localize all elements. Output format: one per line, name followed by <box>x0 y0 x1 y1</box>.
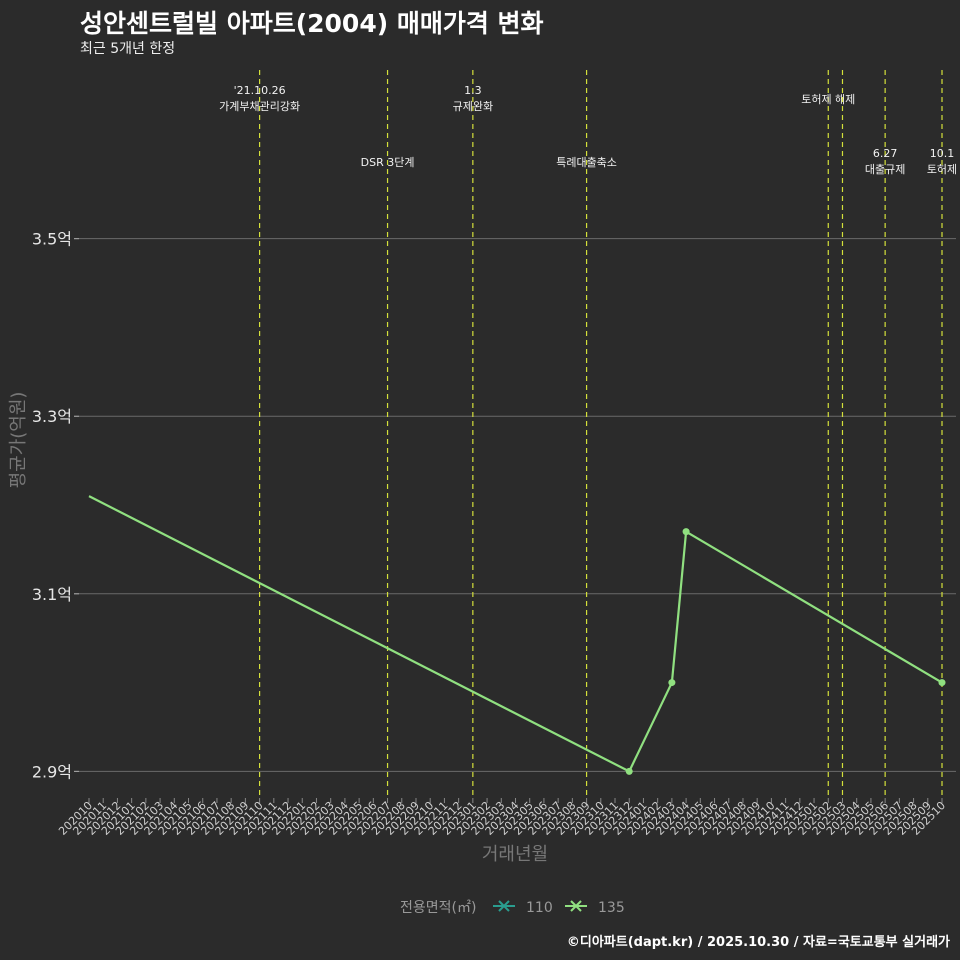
legend-key-x <box>570 900 582 912</box>
event-label: 토허제 해제 <box>801 92 855 106</box>
y-axis: 2.9억 3.1억 3.3억 3.5억 <box>32 230 79 781</box>
legend-key-x <box>498 900 510 912</box>
event-label: 규제완화 <box>453 100 493 113</box>
series-line-135 <box>88 495 943 773</box>
event-label: 특례대출축소 <box>556 156 617 169</box>
y-tick-label: 3.3억 <box>32 407 72 426</box>
footer-credit: ©디아파트(dapt.kr) / 2025.10.30 / 자료=국토교통부 실… <box>566 935 950 950</box>
y-tick-label: 3.1억 <box>32 585 72 604</box>
gridlines <box>74 238 956 772</box>
data-point <box>682 528 690 536</box>
data-series <box>88 495 946 775</box>
event-label: 1.3 <box>464 84 482 97</box>
event-label: 대출규제 <box>865 163 905 176</box>
y-tick-label: 3.5억 <box>32 230 72 249</box>
chart-subtitle: 최근 5개년 한정 <box>80 41 176 57</box>
legend-label-135: 135 <box>598 900 625 916</box>
event-label: 토허제 <box>927 163 957 176</box>
legend-title: 전용면적(㎡) <box>400 900 476 916</box>
chart-title: 성안센트럴빌 아파트(2004) 매매가격 변화 <box>80 9 544 38</box>
data-point <box>938 679 946 687</box>
event-label: DSR 3단계 <box>361 156 415 169</box>
y-axis-label: 평균가(억원) <box>8 392 29 489</box>
legend: 전용면적(㎡) 110 135 <box>400 900 625 916</box>
event-label: 6.27 <box>873 147 898 160</box>
x-axis: 2020102020112020122021012021022021032021… <box>56 798 948 838</box>
data-point <box>668 679 676 687</box>
event-label: 가계부채관리강화 <box>219 100 300 113</box>
x-axis-label: 거래년월 <box>482 844 548 865</box>
y-tick-label: 2.9억 <box>32 762 72 781</box>
legend-label-110: 110 <box>526 900 553 916</box>
event-label: 10.1 <box>930 147 955 160</box>
event-label: '21.10.26 <box>234 84 286 97</box>
data-point <box>625 767 633 775</box>
